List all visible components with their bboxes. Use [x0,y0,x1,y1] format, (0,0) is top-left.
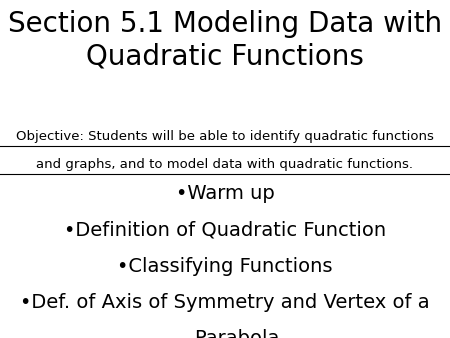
Text: •Definition of Quadratic Function: •Definition of Quadratic Function [64,220,386,239]
Text: •Warm up: •Warm up [176,184,274,203]
Text: •Def. of Axis of Symmetry and Vertex of a: •Def. of Axis of Symmetry and Vertex of … [20,293,430,312]
Text: Parabola: Parabola [170,329,280,338]
Text: Objective: Students will be able to identify quadratic functions: Objective: Students will be able to iden… [16,130,434,143]
Text: and graphs, and to model data with quadratic functions.: and graphs, and to model data with quadr… [36,158,414,171]
Text: •Classifying Functions: •Classifying Functions [117,257,333,275]
Text: Section 5.1 Modeling Data with
Quadratic Functions: Section 5.1 Modeling Data with Quadratic… [8,10,442,71]
